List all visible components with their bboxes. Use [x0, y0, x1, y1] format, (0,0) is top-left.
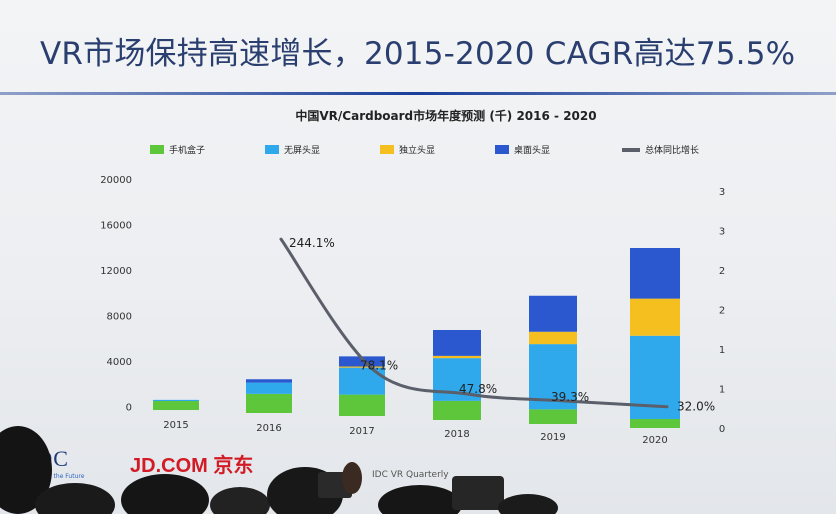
- legend-label: 总体同比增长: [645, 144, 699, 156]
- bar-segment: [246, 379, 292, 383]
- audience-head: [498, 494, 558, 514]
- y-tick-label-left: 4000: [107, 357, 132, 368]
- growth-data-label: 47.8%: [459, 382, 497, 396]
- audience-head: [210, 487, 270, 514]
- legend-swatch: [495, 145, 509, 154]
- bar-segment: [153, 401, 199, 410]
- y-tick-label-right: 2: [719, 266, 725, 277]
- chart-title: 中国VR/Cardboard市场年度预测 (千) 2016 - 2020: [295, 109, 597, 123]
- x-tick-label: 2015: [163, 420, 188, 431]
- title-divider: [0, 92, 836, 95]
- legend-label: 桌面头显: [514, 144, 550, 156]
- y-tick-label-right: 0: [719, 424, 725, 435]
- audience-head: [35, 483, 115, 514]
- bar-segment: [339, 394, 385, 416]
- audience-head: [121, 474, 209, 514]
- y-tick-label-left: 16000: [100, 221, 132, 232]
- growth-data-label: 244.1%: [289, 236, 335, 250]
- y-tick-label-left: 20000: [100, 175, 132, 186]
- bar-segment: [529, 331, 577, 345]
- idc-tagline: Analyze the Future: [28, 473, 85, 480]
- y-tick-label-left: 8000: [107, 312, 132, 323]
- y-tick-label-left: 12000: [100, 266, 132, 277]
- audience-hand: [342, 462, 362, 494]
- y-tick-label-right: 2: [719, 306, 725, 317]
- bar-segment: [246, 393, 292, 413]
- bar-segment: [630, 298, 680, 336]
- growth-data-label: 78.1%: [360, 358, 398, 372]
- bar-segment: [339, 356, 385, 367]
- growth-data-label: 32.0%: [677, 400, 715, 414]
- y-tick-label-right: 3: [719, 187, 725, 198]
- audience-head: [0, 426, 52, 514]
- source-note: IDC VR Quarterly: [372, 470, 449, 480]
- x-tick-label: 2020: [642, 435, 667, 446]
- legend-swatch: [150, 145, 164, 154]
- y-tick-label-right: 1: [719, 385, 725, 396]
- growth-data-label: 39.3%: [551, 390, 589, 404]
- bar-segment: [433, 400, 481, 420]
- bar-segment: [630, 248, 680, 299]
- legend-swatch: [380, 145, 394, 154]
- y-tick-label-right: 1: [719, 345, 725, 356]
- bar-segment: [246, 382, 292, 394]
- legend-label: 独立头显: [399, 144, 435, 156]
- y-tick-label-right: 3: [719, 227, 725, 238]
- x-tick-label: 2016: [256, 423, 281, 434]
- bar-segment: [630, 419, 680, 428]
- phone: [452, 476, 504, 510]
- slide-title: VR市场保持高速增长，2015-2020 CAGR高达75.5%: [40, 36, 796, 72]
- x-tick-label: 2018: [444, 429, 469, 440]
- legend-swatch: [265, 145, 279, 154]
- jd-logo: JD.COM 京东: [130, 455, 254, 477]
- x-tick-label: 2017: [349, 426, 374, 437]
- growth-line: [279, 237, 669, 409]
- x-tick-label: 2019: [540, 432, 565, 443]
- y-tick-label-left: 0: [126, 403, 132, 414]
- bar-segment: [153, 399, 199, 401]
- bar-segment: [529, 295, 577, 332]
- bar-segment: [339, 366, 385, 368]
- legend-label: 无屏头显: [284, 145, 320, 156]
- audience-head: [378, 485, 462, 514]
- bar-segment: [433, 355, 481, 359]
- bar-segment: [433, 330, 481, 356]
- legend-label: 手机盒子: [169, 144, 205, 156]
- bar-segment: [529, 409, 577, 424]
